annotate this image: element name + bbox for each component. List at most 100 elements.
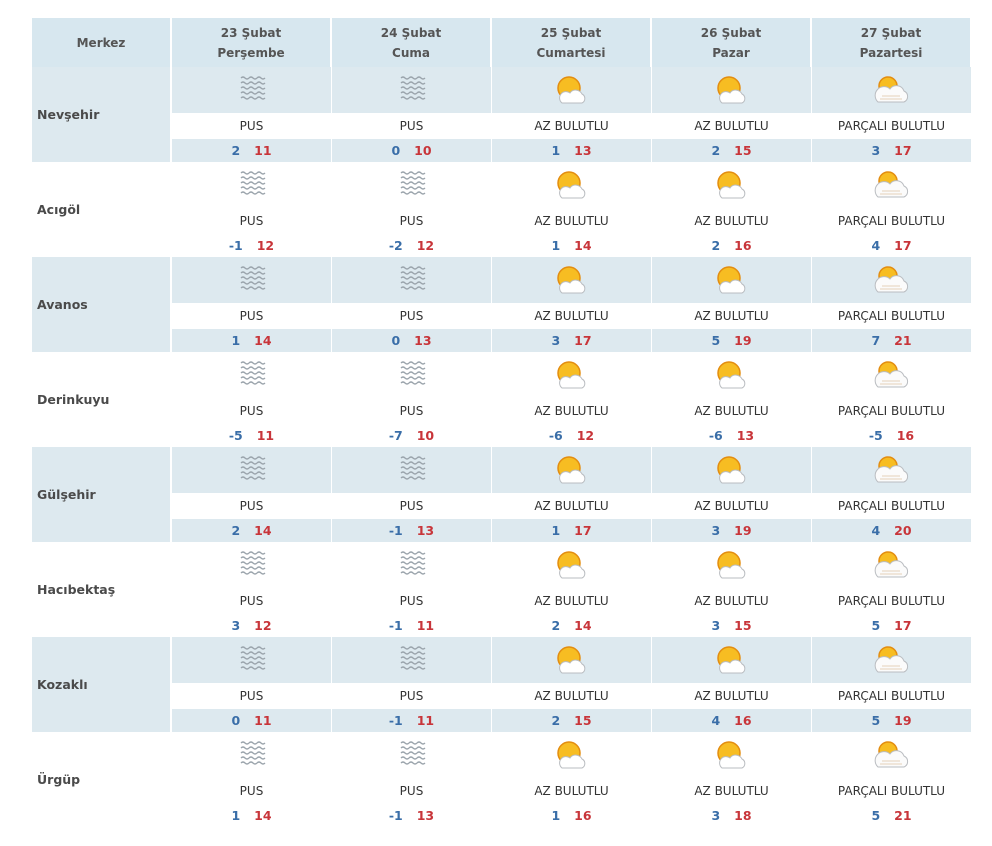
condition: AZ BULUTLU	[534, 119, 609, 133]
condition: PUS	[239, 404, 264, 418]
min-temp: 0	[391, 143, 401, 158]
weather-icon	[874, 361, 908, 388]
city-cell: Derinkuyu	[32, 352, 172, 447]
min-temp: -5	[868, 428, 883, 443]
condition-cell: PUS	[332, 304, 491, 328]
condition: PARÇALI BULUTLU	[837, 404, 946, 418]
city-name: Gülşehir	[37, 487, 96, 502]
max-temp: 12	[416, 238, 435, 253]
condition-cell: PUS	[172, 779, 331, 803]
weather-icon	[556, 266, 585, 294]
condition: PUS	[399, 119, 424, 133]
min-temp: 2	[711, 238, 721, 253]
max-temp: 10	[416, 428, 435, 443]
condition-cell: PUS	[172, 114, 331, 138]
city-cell: Gülşehir	[32, 447, 172, 542]
condition: PARÇALI BULUTLU	[837, 214, 946, 228]
weather-icon	[240, 456, 265, 480]
max-temp: 11	[254, 713, 272, 728]
condition-cell: PUS	[332, 114, 491, 138]
icon-cell	[172, 637, 331, 683]
max-temp: 14	[574, 618, 592, 633]
weather-icon	[400, 76, 425, 100]
condition: AZ BULUTLU	[694, 689, 769, 703]
weather-icon	[400, 361, 425, 385]
weather-icon	[240, 646, 265, 670]
min-temp: 2	[231, 143, 241, 158]
max-temp: 12	[576, 428, 595, 443]
icon-cell	[812, 257, 971, 303]
weather-icon	[240, 76, 265, 100]
condition-cell: PUS	[172, 399, 331, 423]
icon-cell	[492, 637, 651, 683]
temp-cell: 1 14	[172, 329, 331, 352]
icon-cell	[332, 67, 491, 113]
condition-cell: AZ BULUTLU	[652, 399, 811, 423]
icon-cell	[332, 542, 491, 588]
condition-cell: AZ BULUTLU	[652, 589, 811, 613]
condition: PARÇALI BULUTLU	[837, 119, 946, 133]
day-name: Pazar	[712, 45, 750, 60]
city-name: Hacıbektaş	[37, 582, 116, 597]
condition-cell: PARÇALI BULUTLU	[812, 114, 971, 138]
min-temp: -7	[388, 428, 403, 443]
weather-icon	[556, 171, 585, 199]
condition-cell: PARÇALI BULUTLU	[812, 494, 971, 518]
condition: AZ BULUTLU	[694, 214, 769, 228]
day-date: 24 Şubat	[380, 25, 442, 40]
icon-cell	[812, 162, 971, 208]
min-temp: 1	[551, 808, 561, 823]
max-temp: 15	[574, 713, 592, 728]
icon-cell	[332, 732, 491, 778]
min-temp: 2	[551, 713, 561, 728]
day-header: 23 Şubat Perşembe	[172, 18, 332, 67]
min-temp: 3	[551, 333, 561, 348]
icon-cell	[652, 257, 811, 303]
icon-cell	[812, 352, 971, 398]
icon-cell	[812, 542, 971, 588]
icon-cell	[652, 162, 811, 208]
condition-cell: AZ BULUTLU	[652, 684, 811, 708]
icon-cell	[172, 542, 331, 588]
min-temp: -2	[388, 238, 403, 253]
temp-cell: 2 16	[652, 234, 811, 257]
condition: AZ BULUTLU	[694, 119, 769, 133]
city-cell: Kozaklı	[32, 637, 172, 732]
weather-icon	[556, 741, 585, 769]
weather-icon	[240, 171, 265, 195]
condition: PARÇALI BULUTLU	[837, 309, 946, 323]
condition-cell: AZ BULUTLU	[652, 209, 811, 233]
weather-icon	[716, 361, 745, 389]
min-temp: -1	[388, 713, 403, 728]
icon-cell	[332, 352, 491, 398]
temp-cell: 0 10	[332, 139, 491, 162]
icon-cell	[332, 162, 491, 208]
city-cell: Acıgöl	[32, 162, 172, 257]
condition-cell: AZ BULUTLU	[492, 779, 651, 803]
city-name: Acıgöl	[37, 202, 81, 217]
temp-cell: 3 12	[172, 614, 331, 637]
condition-cell: AZ BULUTLU	[492, 304, 651, 328]
max-temp: 17	[894, 238, 912, 253]
condition-cell: AZ BULUTLU	[652, 114, 811, 138]
condition-cell: PUS	[332, 399, 491, 423]
temp-cell: 1 14	[492, 234, 651, 257]
temp-cell: -1 11	[332, 614, 491, 637]
min-temp: 1	[231, 808, 241, 823]
day-name: Cuma	[392, 45, 430, 60]
temp-cell: 3 17	[492, 329, 651, 352]
temp-cell: -1 11	[332, 709, 491, 732]
icon-cell	[652, 67, 811, 113]
max-temp: 11	[256, 428, 275, 443]
day-date: 23 Şubat	[220, 25, 282, 40]
temp-cell: -6 12	[492, 424, 651, 447]
city-name: Nevşehir	[37, 107, 100, 122]
temp-cell: 2 11	[172, 139, 331, 162]
icon-cell	[492, 542, 651, 588]
temp-cell: 1 14	[172, 804, 331, 827]
condition: PUS	[399, 594, 424, 608]
temp-cell: 3 17	[812, 139, 971, 162]
temp-cell: 4 17	[812, 234, 971, 257]
condition: AZ BULUTLU	[534, 689, 609, 703]
min-temp: 1	[231, 333, 241, 348]
